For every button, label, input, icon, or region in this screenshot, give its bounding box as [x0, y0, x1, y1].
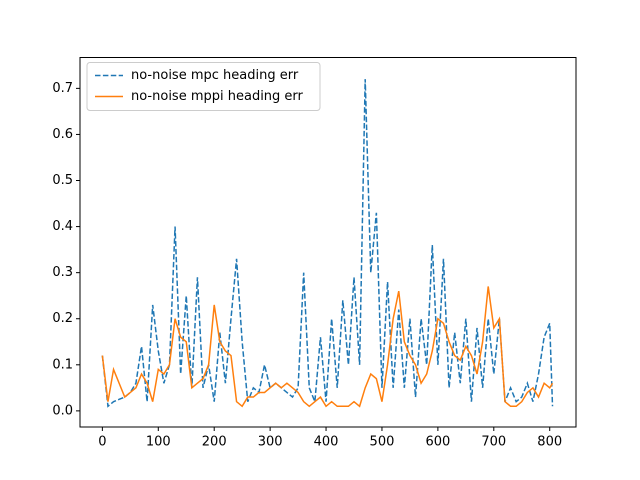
x-tick-label: 300	[258, 435, 283, 450]
series-line	[101, 286, 554, 408]
y-tick-label: 0.5	[52, 173, 73, 188]
y-tick-label: 0.7	[52, 81, 73, 96]
legend-label: no-noise mppi heading err	[131, 89, 304, 104]
x-tick-label: 700	[481, 435, 506, 450]
y-tick-label: 0.1	[52, 357, 73, 372]
y-tick-label: 0.3	[52, 265, 73, 280]
plot-area	[101, 79, 554, 408]
legend-box	[86, 62, 321, 111]
x-tick-label: 400	[314, 435, 339, 450]
x-tick-label: 200	[202, 435, 227, 450]
legend-label: no-noise mpc heading err	[131, 68, 299, 83]
y-tick-label: 0.0	[52, 403, 73, 418]
y-tick-label: 0.6	[52, 127, 73, 142]
x-tick-label: 600	[425, 435, 450, 450]
axes-frame	[79, 57, 577, 428]
x-tick-label: 0	[98, 435, 106, 450]
y-tick-label: 0.2	[52, 311, 73, 326]
x-tick-label: 800	[537, 435, 562, 450]
y-tick-label: 0.4	[52, 219, 73, 234]
x-tick-label: 100	[146, 435, 171, 450]
x-tick-label: 500	[370, 435, 395, 450]
